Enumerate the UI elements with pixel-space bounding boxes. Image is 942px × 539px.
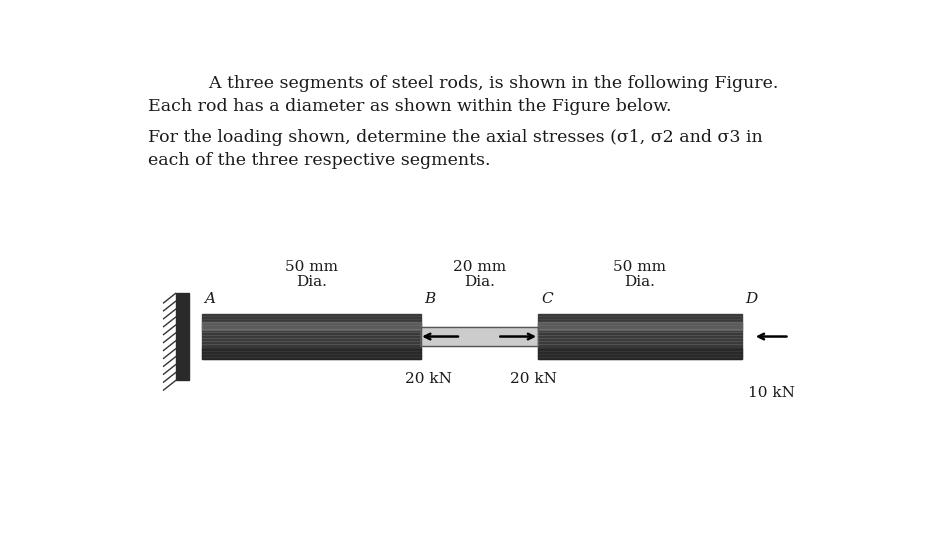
Bar — [538, 314, 742, 360]
Text: each of the three respective segments.: each of the three respective segments. — [149, 152, 491, 169]
Text: B: B — [424, 292, 435, 306]
Text: A three segments of steel rods, is shown in the following Figure.: A three segments of steel rods, is shown… — [187, 75, 778, 92]
Bar — [421, 327, 538, 345]
Text: 50 mm: 50 mm — [284, 260, 338, 274]
Bar — [202, 322, 421, 330]
Bar — [538, 348, 742, 360]
Text: 20 mm: 20 mm — [452, 260, 506, 274]
Text: C: C — [542, 292, 553, 306]
Text: 10 kN: 10 kN — [748, 386, 795, 400]
Bar — [538, 322, 742, 330]
Text: 20 kN: 20 kN — [511, 372, 558, 386]
Text: Dia.: Dia. — [296, 275, 327, 289]
Text: 20 kN: 20 kN — [404, 372, 451, 386]
Bar — [202, 348, 421, 360]
Text: Dia.: Dia. — [463, 275, 495, 289]
Text: 50 mm: 50 mm — [613, 260, 666, 274]
Text: Dia.: Dia. — [625, 275, 656, 289]
Text: A: A — [204, 292, 216, 306]
Text: For the loading shown, determine the axial stresses (σ1, σ2 and σ3 in: For the loading shown, determine the axi… — [149, 129, 763, 146]
Text: Each rod has a diameter as shown within the Figure below.: Each rod has a diameter as shown within … — [149, 98, 672, 115]
Bar — [421, 327, 538, 345]
Text: D: D — [746, 292, 758, 306]
Bar — [202, 314, 421, 360]
Bar — [176, 293, 189, 380]
